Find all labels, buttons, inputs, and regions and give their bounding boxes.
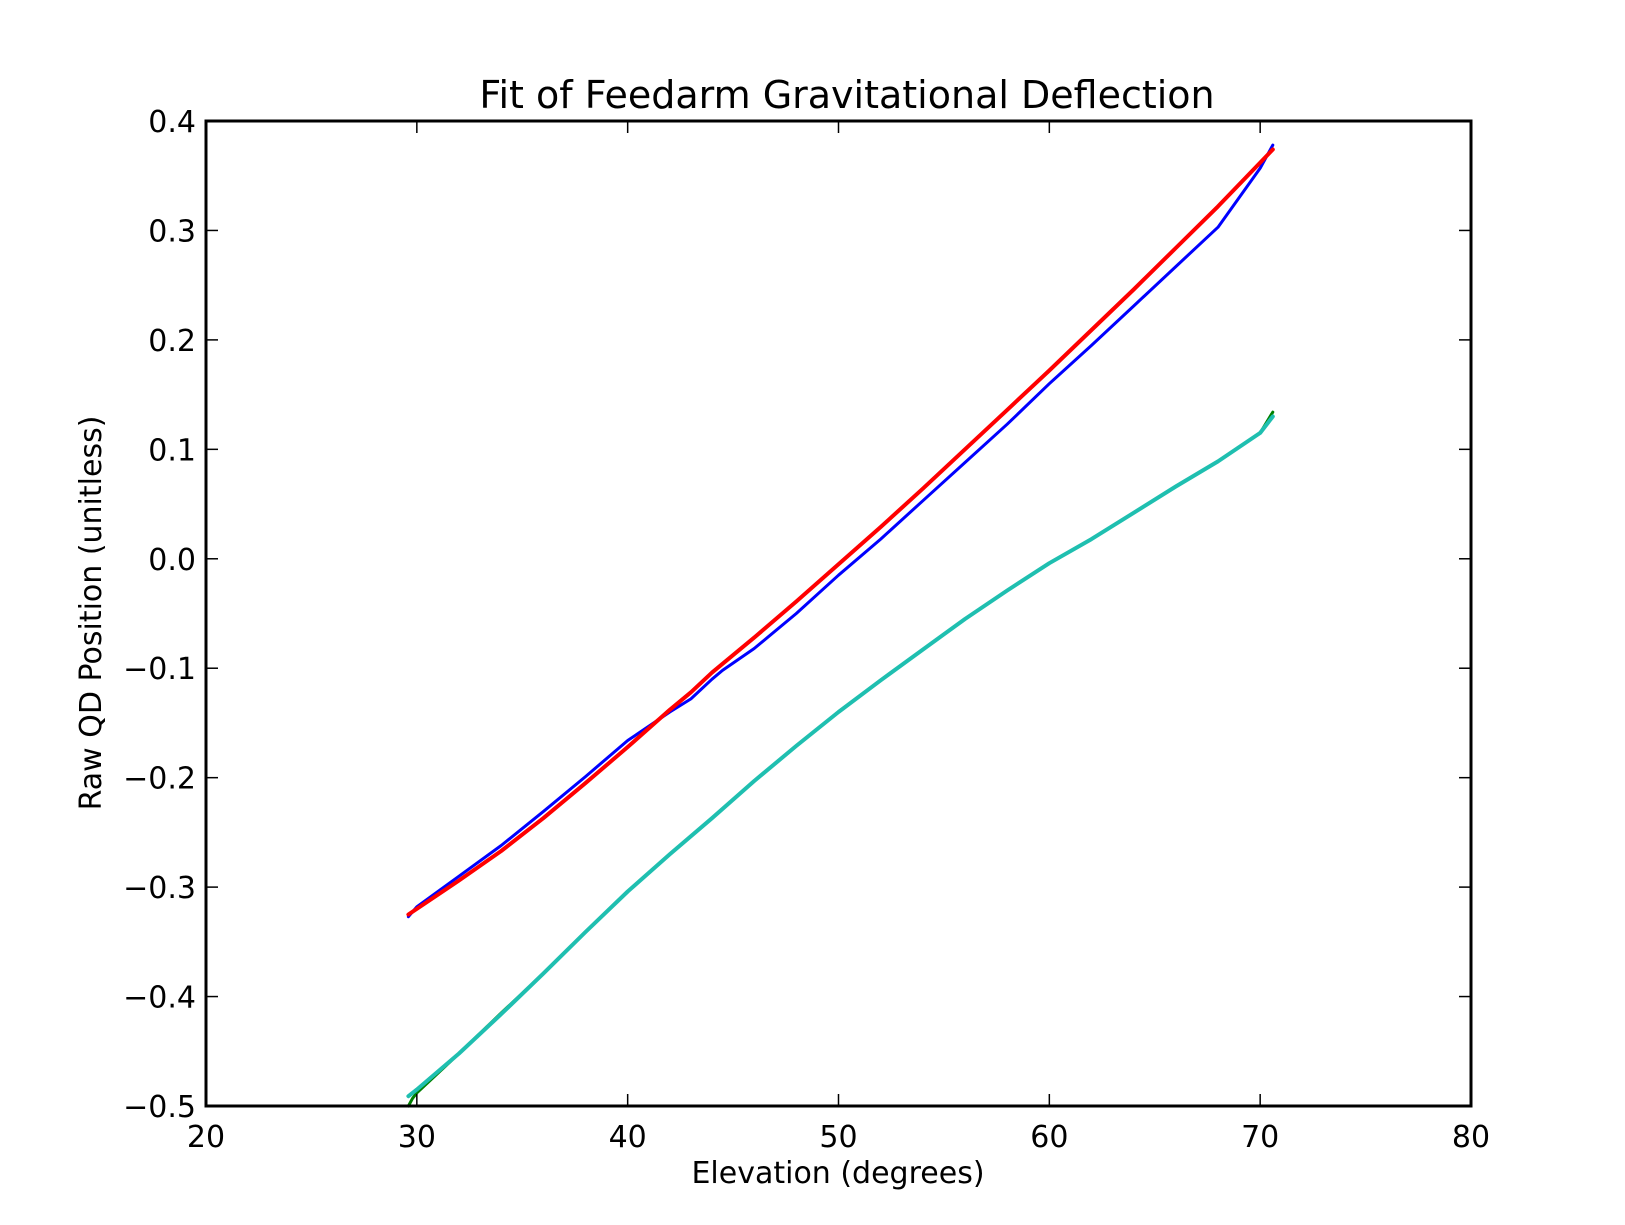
tick-layer: 20 30 40 50 60 70 80 −0.5 −0.4 −0.3 −0.2 −0.1 0.0 0.1… (123, 105, 1490, 1155)
x-axis-label: Elevation (degrees) (691, 1156, 984, 1191)
y-axis-label: Raw QD Position (unitless) (74, 416, 109, 811)
x-tick-label: 50 (819, 1120, 857, 1155)
x-tick-label: 30 (398, 1120, 436, 1155)
y-tick-label: 0.0 (148, 543, 196, 578)
y-tick-label: 0.4 (148, 105, 196, 140)
y-tick-label: −0.4 (123, 981, 196, 1016)
series-line-2 (406, 147, 1275, 917)
x-tick-label: 80 (1452, 1120, 1490, 1155)
series-line-4 (406, 414, 1275, 1099)
x-tick-label: 60 (1030, 1120, 1068, 1155)
y-tick-label: 0.3 (148, 214, 196, 249)
x-tick-label: 40 (609, 1120, 647, 1155)
chart-title: Fit of Feedarm Gravitational Deflection (479, 73, 1214, 117)
series-line-1 (406, 143, 1275, 919)
y-tick-label: −0.3 (123, 871, 196, 906)
series-layer (406, 143, 1275, 1108)
x-tick-label: 70 (1241, 1120, 1279, 1155)
y-tick-label: −0.2 (123, 762, 196, 797)
y-tick-label: −0.1 (123, 652, 196, 687)
y-tick-label: −0.5 (123, 1090, 196, 1125)
x-tick-label: 20 (187, 1120, 225, 1155)
y-tick-label: 0.2 (148, 324, 196, 359)
y-tick-label: 0.1 (148, 433, 196, 468)
